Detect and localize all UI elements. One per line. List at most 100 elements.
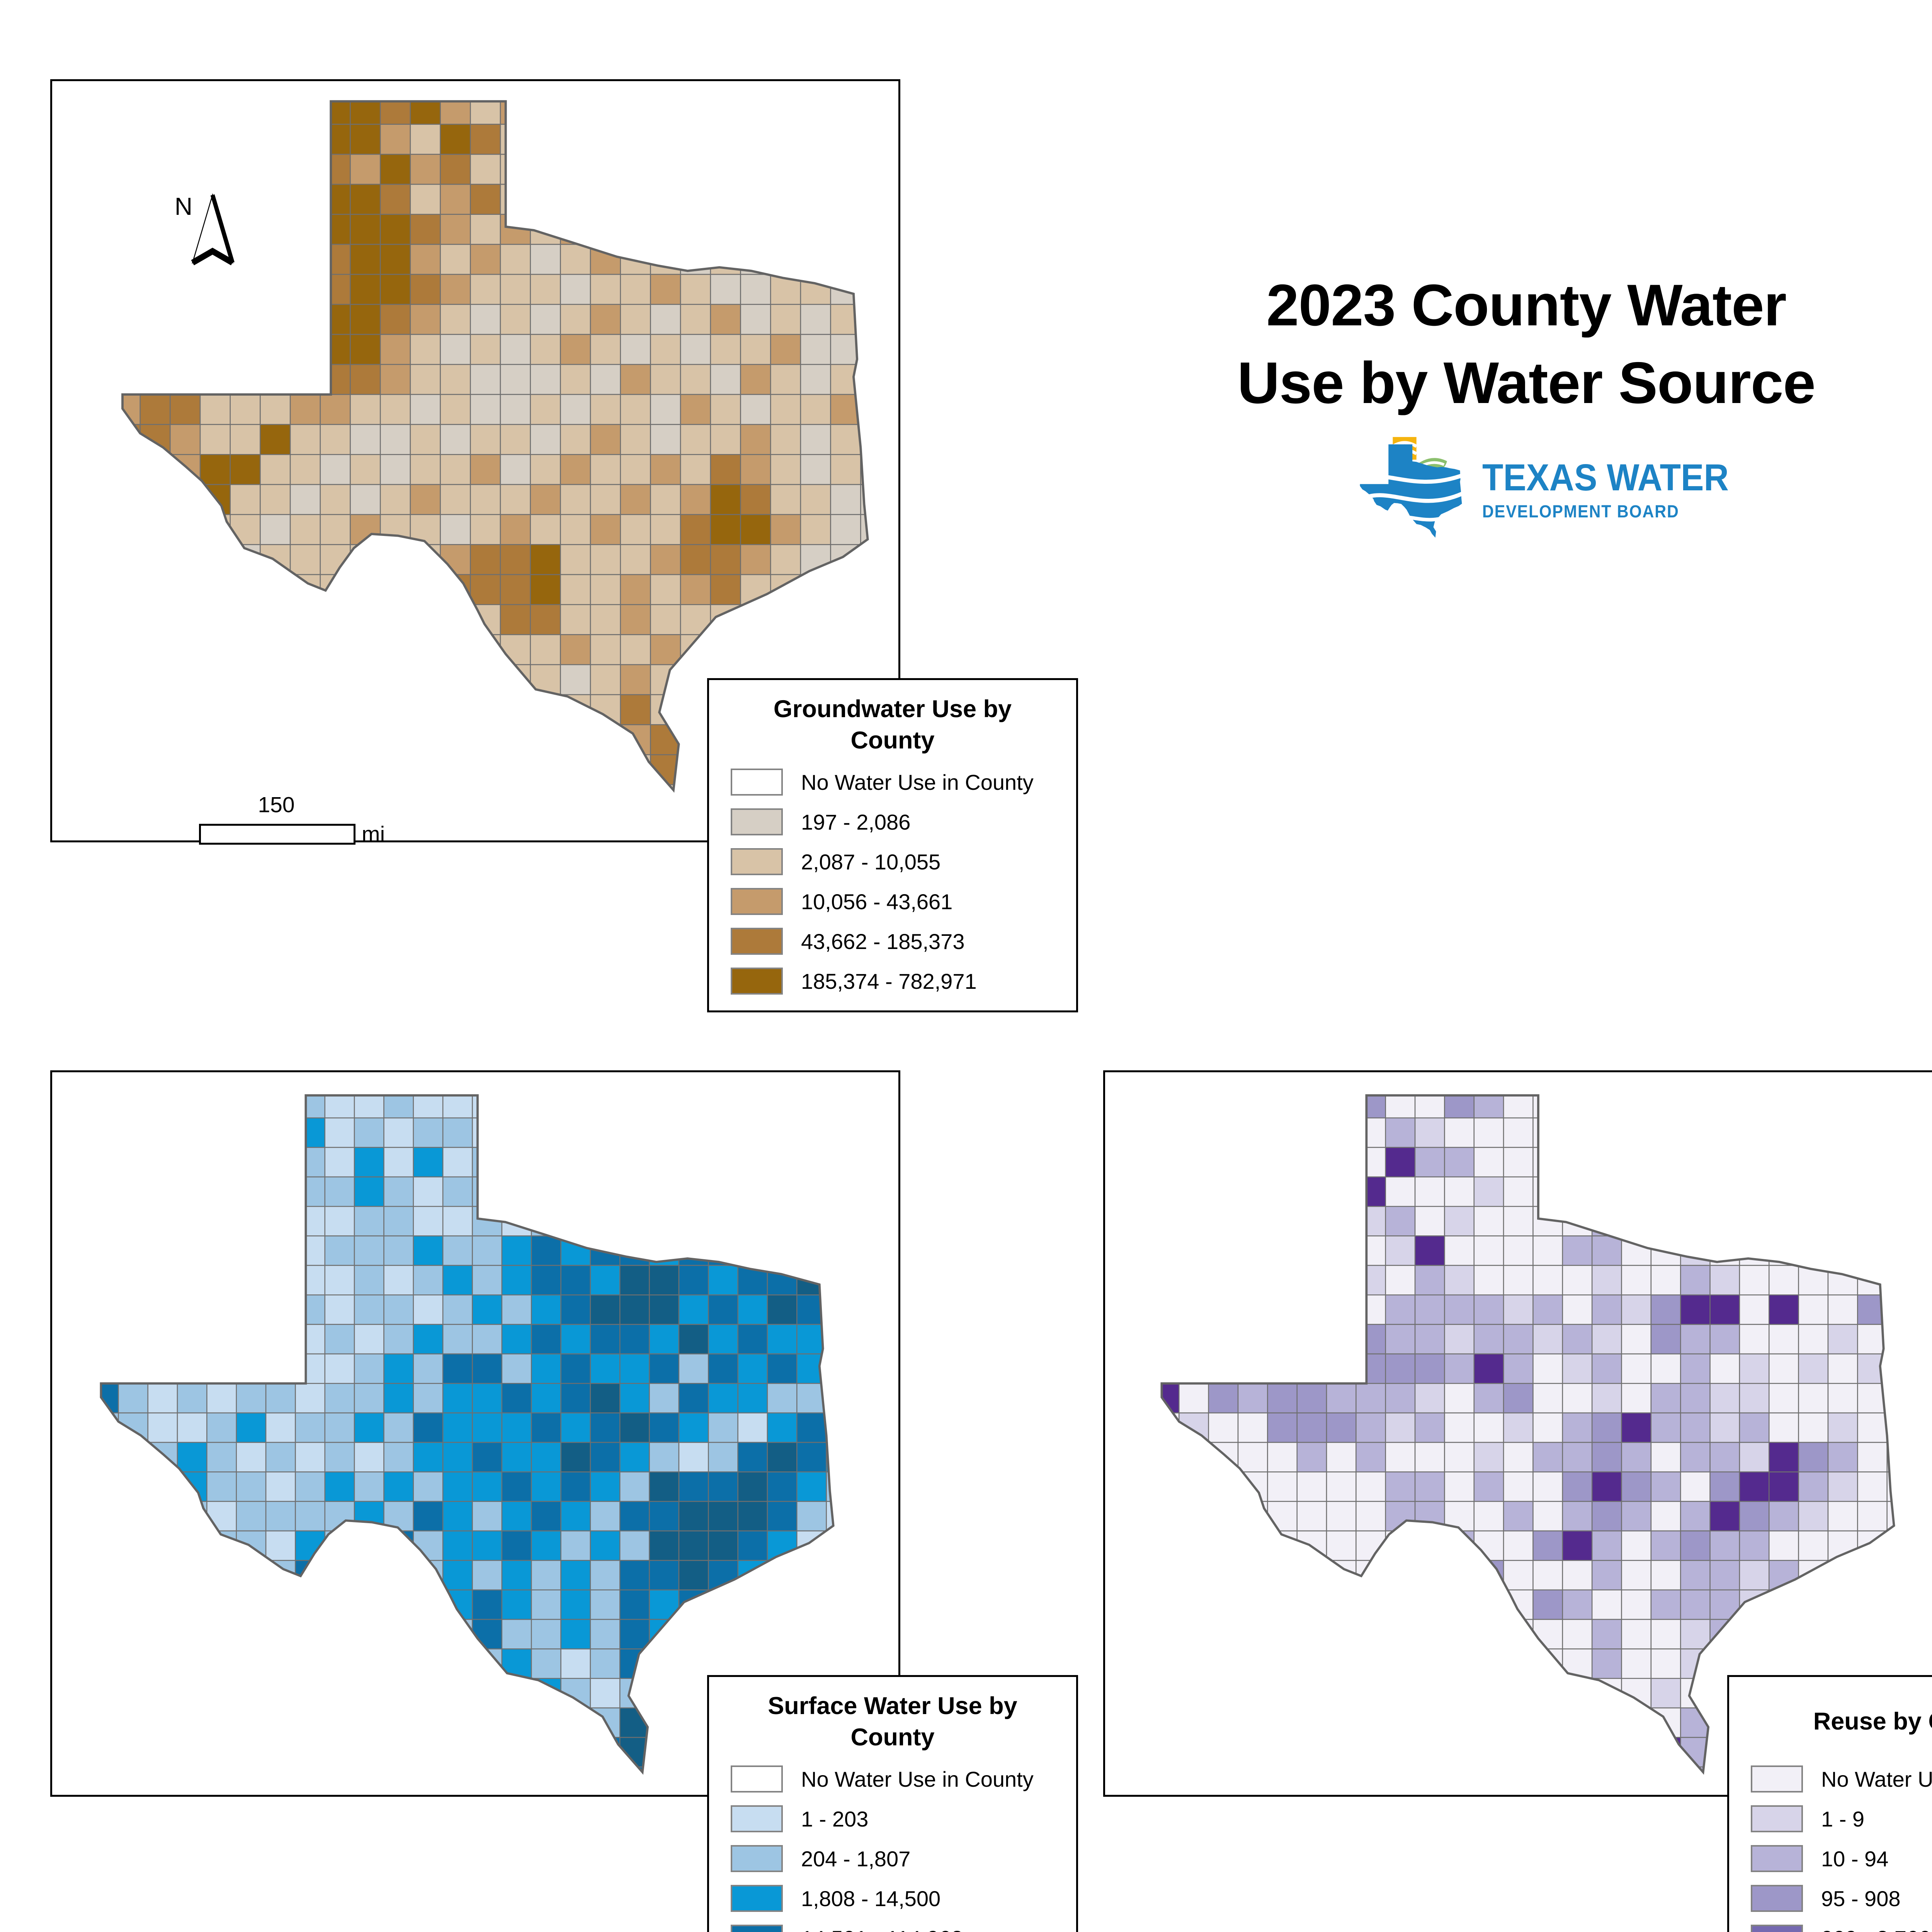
county-cell (265, 1095, 296, 1119)
county-cell (289, 244, 321, 275)
county-cell (177, 1265, 207, 1296)
county-cell (379, 154, 411, 185)
county-cell (354, 1471, 384, 1502)
county-cell (265, 1707, 296, 1738)
reuse-legend-title: Reuse by County (1729, 1677, 1932, 1755)
county-cell (826, 1530, 833, 1561)
county-cell (442, 1560, 473, 1590)
county-cell (206, 1442, 237, 1473)
county-cell (1162, 1095, 1180, 1119)
county-cell (230, 364, 261, 395)
county-cell (680, 664, 711, 696)
county-cell (1473, 1235, 1504, 1266)
county-cell (320, 101, 351, 125)
county-cell (708, 1176, 738, 1207)
county-cell (118, 1383, 148, 1413)
county-cell (1444, 1206, 1475, 1236)
county-cell (1355, 1442, 1386, 1473)
county-cell (650, 364, 681, 395)
county-cell (139, 124, 171, 155)
county-cell (139, 754, 171, 786)
legend-swatch (731, 1885, 783, 1912)
county-cell (413, 1294, 444, 1325)
county-cell (1414, 1589, 1445, 1620)
county-cell (1709, 1589, 1740, 1620)
county-cell (1162, 1265, 1180, 1296)
county-cell (1886, 1324, 1894, 1355)
county-cell (265, 1619, 296, 1650)
county-cell (1267, 1560, 1298, 1590)
county-cell (260, 634, 291, 665)
county-cell (265, 1294, 296, 1325)
county-cell (1162, 1619, 1180, 1650)
county-cell (1769, 1117, 1799, 1148)
county-cell (740, 484, 771, 515)
county-cell (1237, 1737, 1268, 1768)
county-cell (139, 664, 171, 696)
county-cell (260, 304, 291, 335)
county-cell (320, 694, 351, 725)
county-cell (530, 454, 561, 485)
reuse-legend: Reuse by County No Water Use in County1 … (1727, 1675, 1932, 1932)
county-cell (649, 1648, 680, 1679)
county-cell (1769, 1471, 1799, 1502)
county-cell (289, 184, 321, 215)
county-cell (1267, 1589, 1298, 1620)
county-cell (122, 394, 141, 425)
county-cell (1650, 1589, 1681, 1620)
county-cell (1503, 1176, 1534, 1207)
county-cell (1179, 1442, 1209, 1473)
county-cell (206, 1766, 237, 1772)
county-cell (383, 1294, 414, 1325)
county-cell (413, 1176, 444, 1207)
county-cell (101, 1560, 119, 1590)
county-cell (410, 274, 441, 305)
county-cell (1385, 1265, 1416, 1296)
county-cell (1680, 1147, 1711, 1178)
county-cell (800, 544, 831, 575)
county-cell (531, 1737, 561, 1768)
county-cell (442, 1324, 473, 1355)
county-cell (1621, 1442, 1652, 1473)
county-cell (500, 274, 531, 305)
county-cell (1208, 1353, 1239, 1384)
county-cell (470, 454, 501, 485)
county-cell (1162, 1707, 1180, 1738)
county-cell (354, 1619, 384, 1650)
county-cell (501, 1678, 532, 1709)
county-cell (177, 1678, 207, 1709)
page-title-line2: Use by Water Source (1237, 350, 1816, 416)
county-cell (800, 604, 831, 635)
county-cell (440, 694, 471, 725)
county-cell (590, 1294, 621, 1325)
state-outline (100, 1094, 835, 1775)
county-cell (379, 634, 411, 665)
county-cell (1355, 1383, 1386, 1413)
county-cell (122, 574, 141, 605)
county-cell (1798, 1095, 1829, 1119)
county-cell (265, 1324, 296, 1355)
county-cell (1296, 1648, 1327, 1679)
legend-title-line: County (850, 1723, 935, 1751)
county-cell (147, 1707, 178, 1738)
county-cell (531, 1619, 561, 1650)
county-cell (260, 154, 291, 185)
county-cell (1326, 1560, 1357, 1590)
legend-row: 1,808 - 14,500 (731, 1885, 1076, 1912)
county-cell (1267, 1265, 1298, 1296)
county-cell (1827, 1235, 1858, 1266)
county-cell (101, 1294, 119, 1325)
county-cell (737, 1501, 768, 1532)
county-cell (710, 394, 741, 425)
county-cell (1296, 1737, 1327, 1768)
county-cell (1326, 1589, 1357, 1620)
county-cell (800, 154, 831, 185)
county-cell (324, 1147, 355, 1178)
county-cell (1562, 1294, 1593, 1325)
county-cell (530, 574, 561, 605)
county-cell (260, 244, 291, 275)
county-cell (619, 1442, 650, 1473)
county-cell (1769, 1265, 1799, 1296)
county-cell (800, 184, 831, 215)
county-cell (1769, 1619, 1799, 1650)
